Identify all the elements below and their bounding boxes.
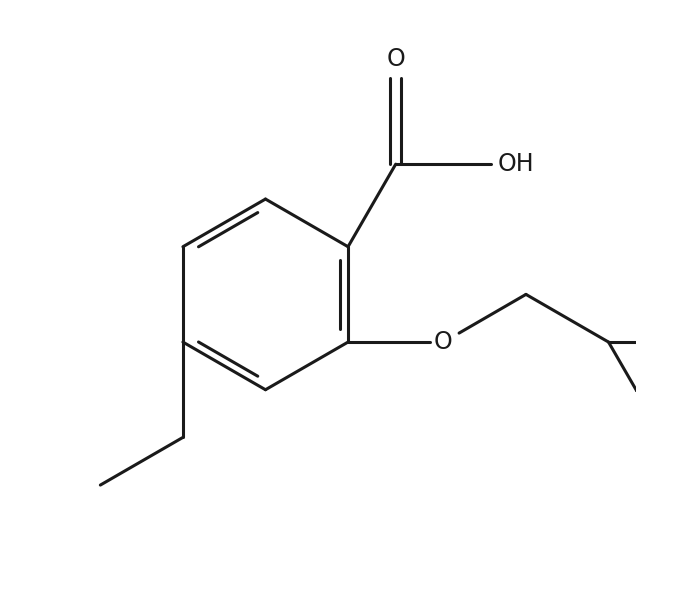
Text: O: O	[434, 330, 453, 354]
Text: OH: OH	[498, 152, 535, 176]
Text: O: O	[387, 47, 405, 71]
